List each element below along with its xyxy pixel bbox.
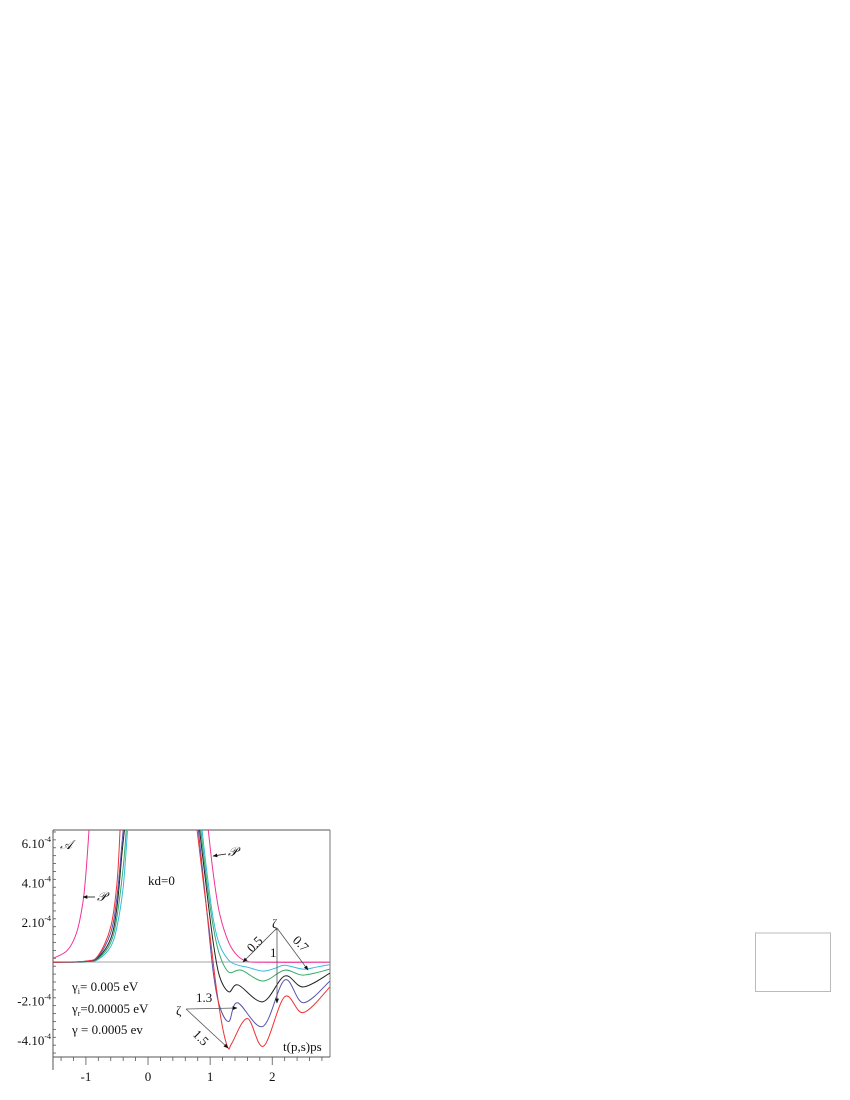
zeta-label-top: ζ	[272, 916, 278, 931]
x-tick-label: -1	[80, 1069, 91, 1084]
svg-text:γ = 0.0005 ev: γ = 0.0005 ev	[71, 1022, 143, 1037]
p-arrow-right	[212, 853, 227, 858]
zeta-value-0.5: 0.5	[244, 933, 266, 955]
empty-box	[755, 932, 831, 992]
y-tick-label: -4.10-4	[17, 1032, 51, 1048]
series-line-0.5	[201, 830, 330, 972]
zeta-label-bottom: ζ	[176, 1003, 182, 1018]
y-axis-label: 𝒜	[60, 837, 76, 852]
x-axis-label: t(p,s)ps	[283, 1039, 322, 1054]
x-tick-label: 0	[145, 1069, 152, 1084]
zeta-arrow-0.5	[242, 927, 278, 963]
y-tick-label: -2.10-4	[17, 993, 51, 1009]
svg-text:γi= 0.005 eV: γi= 0.005 eV	[71, 979, 139, 996]
zeta-value-1.3: 1.3	[196, 990, 212, 1005]
kd-label: kd=0	[148, 873, 175, 888]
p-label-right: 𝒫	[228, 844, 241, 859]
p-label-left: 𝒫	[97, 889, 110, 904]
curves	[53, 830, 330, 1050]
ticks: -1 0 1 2 6.10-4 4.10-4 2.10-4 -2.10-4 -4.10-4	[17, 831, 323, 1084]
zeta-value-1: 1	[270, 945, 277, 960]
zeta-arrow-0.7	[276, 927, 309, 971]
zeta-arrow-1.3	[185, 1006, 238, 1011]
x-tick-label: 1	[207, 1069, 214, 1084]
y-tick-label: 2.10-4	[22, 914, 51, 930]
y-tick-label: 6.10-4	[22, 835, 51, 851]
series-line-1	[199, 830, 330, 1003]
svg-text:γr=0.00005 eV: γr=0.00005 eV	[71, 1001, 149, 1018]
series-line-1.5	[196, 830, 330, 1050]
y-tick-label: 4.10-4	[22, 874, 51, 890]
gamma-parameters: γi= 0.005 eV γr=0.00005 eV γ = 0.0005 ev	[71, 979, 149, 1037]
series-line-0.7	[200, 830, 330, 982]
x-tick-label: 2	[269, 1069, 276, 1084]
series-line-1.5	[53, 830, 121, 963]
series-line-𝒫	[53, 830, 90, 959]
series-line-𝒫	[207, 830, 330, 963]
zeta-arrow-1.5	[185, 1008, 229, 1049]
series-line-1.3	[197, 830, 330, 1028]
zeta-value-0.7: 0.7	[290, 933, 312, 955]
